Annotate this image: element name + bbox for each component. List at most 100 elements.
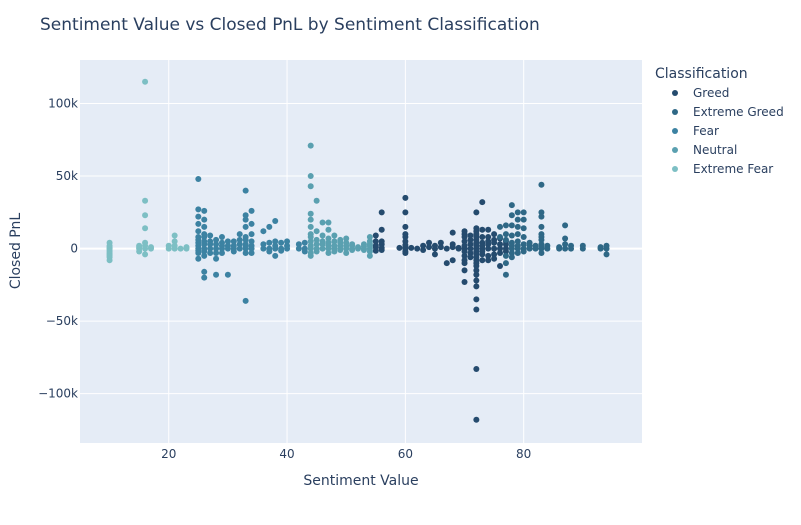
legend: Classification Greed Extreme Greed Fear Neu… <box>655 66 784 176</box>
data-point <box>461 252 468 259</box>
data-point <box>520 248 527 255</box>
x-tick-label: 20 <box>161 447 176 461</box>
legend-marker <box>672 128 678 134</box>
data-point <box>207 238 214 245</box>
data-point <box>461 238 468 245</box>
data-point <box>242 236 249 243</box>
data-point <box>479 226 486 233</box>
data-point <box>526 242 533 249</box>
data-point <box>171 245 178 252</box>
data-point <box>508 222 515 229</box>
data-point <box>307 242 314 249</box>
data-point <box>201 241 208 248</box>
data-point <box>366 233 373 240</box>
data-point <box>236 245 243 252</box>
y-axis-title: Closed PnL <box>8 213 24 290</box>
data-point <box>467 232 474 239</box>
data-point <box>266 239 273 246</box>
data-point <box>248 207 255 214</box>
series-extreme-fear <box>106 78 190 264</box>
data-point <box>213 255 220 262</box>
data-point <box>479 242 486 249</box>
data-point <box>313 228 320 235</box>
data-point <box>520 225 527 232</box>
data-point <box>497 223 504 230</box>
data-point <box>307 210 314 217</box>
data-point <box>242 249 249 256</box>
data-point <box>106 257 113 264</box>
data-point <box>461 242 468 249</box>
legend-item[interactable]: Fear <box>672 124 719 138</box>
legend-marker <box>672 90 678 96</box>
data-point <box>195 242 202 249</box>
data-point <box>331 248 338 255</box>
data-point <box>307 173 314 180</box>
data-point <box>473 209 480 216</box>
legend-label: Greed <box>693 86 729 100</box>
legend-item[interactable]: Extreme Greed <box>672 105 784 119</box>
data-point <box>325 249 332 256</box>
data-point <box>402 223 409 230</box>
legend-marker <box>672 109 678 115</box>
data-point <box>479 199 486 206</box>
data-point <box>307 238 314 245</box>
data-point <box>307 223 314 230</box>
data-point <box>207 245 214 252</box>
data-point <box>479 248 486 255</box>
data-point <box>236 241 243 248</box>
data-point <box>331 242 338 249</box>
data-point <box>295 241 302 248</box>
data-point <box>307 252 314 259</box>
data-point <box>319 245 326 252</box>
data-point <box>514 238 521 245</box>
data-point <box>218 249 225 256</box>
data-point <box>272 238 279 245</box>
data-point <box>502 231 509 238</box>
data-point <box>171 232 178 239</box>
data-point <box>514 249 521 256</box>
data-point <box>195 247 202 254</box>
data-point <box>473 283 480 290</box>
data-point <box>491 231 498 238</box>
legend-item[interactable]: Greed <box>672 86 729 100</box>
legend-item[interactable]: Extreme Fear <box>672 162 773 176</box>
data-point <box>313 241 320 248</box>
data-point <box>372 244 379 251</box>
data-point <box>502 260 509 267</box>
data-point <box>201 268 208 275</box>
data-point <box>284 242 291 249</box>
data-point <box>508 254 515 261</box>
data-point <box>485 245 492 252</box>
data-point <box>349 242 356 249</box>
data-point <box>272 242 279 249</box>
data-point <box>106 252 113 259</box>
data-point <box>502 252 509 259</box>
data-point <box>355 245 362 252</box>
data-point <box>242 187 249 194</box>
x-tick-label: 40 <box>279 447 294 461</box>
data-point <box>331 238 338 245</box>
legend-items: Greed Extreme Greed Fear Neutral Extreme Fea… <box>672 86 784 176</box>
data-point <box>461 257 468 264</box>
data-point <box>319 232 326 239</box>
data-point <box>325 235 332 242</box>
data-point <box>201 233 208 240</box>
data-point <box>514 223 521 230</box>
data-point <box>538 249 545 256</box>
legend-item[interactable]: Neutral <box>672 143 737 157</box>
data-point <box>378 226 385 233</box>
data-point <box>301 239 308 246</box>
data-point <box>325 219 332 226</box>
y-tick-label: 100k <box>48 97 78 111</box>
series-neutral <box>307 142 373 259</box>
data-point <box>597 244 604 251</box>
data-point <box>325 239 332 246</box>
x-tick-labels: 20 40 60 80 <box>161 447 531 461</box>
data-point <box>538 223 545 230</box>
data-point <box>165 242 172 249</box>
data-point <box>508 242 515 249</box>
data-point <box>195 228 202 235</box>
data-point <box>260 241 267 248</box>
data-point <box>224 271 231 278</box>
data-point <box>378 244 385 251</box>
